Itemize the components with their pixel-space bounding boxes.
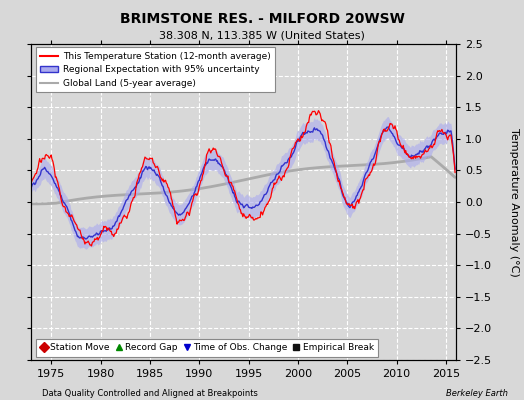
Text: Data Quality Controlled and Aligned at Breakpoints: Data Quality Controlled and Aligned at B…	[42, 389, 258, 398]
Legend: Station Move, Record Gap, Time of Obs. Change, Empirical Break: Station Move, Record Gap, Time of Obs. C…	[36, 339, 378, 357]
Text: BRIMSTONE RES. - MILFORD 20WSW: BRIMSTONE RES. - MILFORD 20WSW	[119, 12, 405, 26]
Text: Berkeley Earth: Berkeley Earth	[446, 389, 508, 398]
Text: 38.308 N, 113.385 W (United States): 38.308 N, 113.385 W (United States)	[159, 30, 365, 40]
Y-axis label: Temperature Anomaly (°C): Temperature Anomaly (°C)	[509, 128, 519, 276]
